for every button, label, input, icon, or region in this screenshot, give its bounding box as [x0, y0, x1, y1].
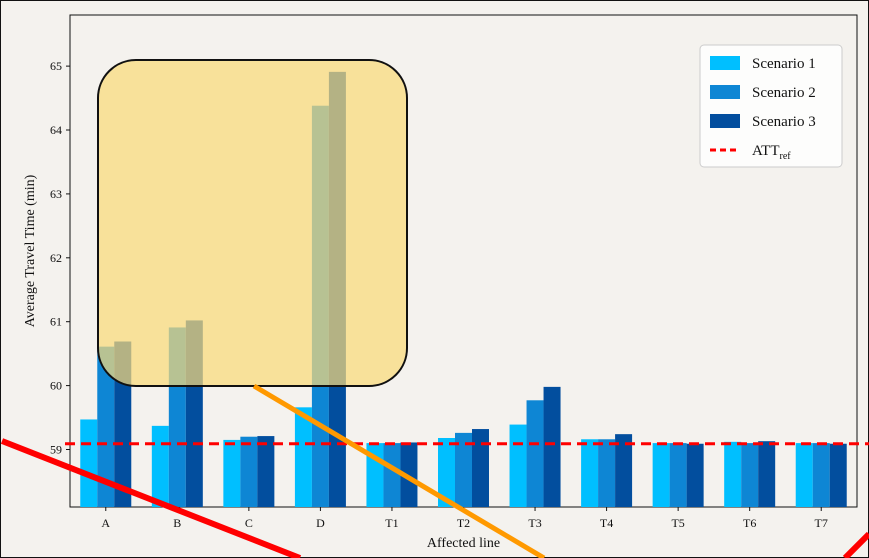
- legend-swatch: [710, 85, 740, 99]
- x-tick-label: T7: [815, 516, 828, 530]
- x-tick-label: T1: [385, 516, 398, 530]
- y-tick-label: 65: [50, 59, 62, 73]
- red-annotation-line-right: [842, 531, 869, 558]
- bar-scenario-3-t3: [543, 386, 561, 507]
- bar-scenario-1-t6: [724, 441, 742, 507]
- bar-scenario-1-d: [294, 407, 312, 507]
- legend: Scenario 1 Scenario 2 Scenario 3 ATTref: [699, 44, 843, 168]
- orange-annotation-line: [252, 383, 546, 558]
- bar-scenario-2-t7: [812, 443, 830, 507]
- bar-scenario-2-t2: [455, 432, 472, 507]
- x-tick-label: T2: [457, 516, 470, 530]
- y-tick-label: 59: [50, 442, 62, 456]
- bar-scenario-2-c: [240, 436, 258, 507]
- highlight-box: [97, 59, 408, 387]
- red-annotation-line-left: [0, 438, 302, 558]
- bar-scenario-2-t1: [383, 443, 401, 507]
- bar-scenario-3-t2: [472, 429, 489, 507]
- bar-scenario-1-b: [151, 425, 169, 507]
- bar-scenario-3-t5: [686, 443, 704, 507]
- bar-scenario-3-c: [257, 436, 275, 507]
- legend-reference-label: ATTref: [752, 143, 791, 162]
- bar-scenario-3-t4: [615, 434, 633, 507]
- x-tick-label: C: [245, 516, 253, 530]
- bar-scenario-2-a: [97, 346, 115, 507]
- legend-label: Scenario 2: [752, 85, 816, 101]
- bar-scenario-2-t6: [741, 443, 759, 507]
- y-tick-label: 62: [50, 251, 62, 265]
- bar-scenario-1-c: [223, 439, 241, 507]
- bar-scenario-2-t4: [598, 439, 616, 507]
- bar-scenario-1-t3: [509, 424, 527, 507]
- x-tick-label: D: [316, 516, 325, 530]
- y-tick-label: 64: [50, 123, 62, 137]
- x-tick-label: T4: [600, 516, 613, 530]
- bar-scenario-3-t7: [829, 443, 847, 507]
- bar-scenario-1-t4: [581, 439, 599, 507]
- bar-scenario-1-t2: [438, 437, 455, 507]
- bar-scenario-3-t1: [400, 442, 418, 507]
- legend-box: [699, 44, 843, 168]
- y-tick-label: 63: [50, 187, 62, 201]
- legend-label: Scenario 3: [752, 114, 816, 130]
- legend-swatch: [710, 114, 740, 128]
- bar-scenario-3-t6: [758, 441, 776, 507]
- legend-swatch: [710, 56, 740, 70]
- bar-scenario-1-a: [80, 419, 98, 507]
- y-axis-label: Average Travel Time (min): [23, 174, 38, 327]
- x-tick-label: A: [101, 516, 110, 530]
- y-tick-label: 60: [50, 379, 62, 393]
- bar-scenario-1-t5: [652, 443, 670, 507]
- legend-label: Scenario 1: [752, 56, 816, 72]
- x-axis-label: Affected line: [427, 536, 500, 551]
- bar-scenario-1-t7: [795, 443, 813, 507]
- x-tick-label: T5: [671, 516, 684, 530]
- x-tick-label: T6: [743, 516, 756, 530]
- bar-scenario-2-t5: [669, 443, 687, 507]
- y-tick-label: 61: [50, 315, 62, 329]
- x-tick-label: B: [173, 516, 181, 530]
- bar-scenario-2-t3: [526, 400, 544, 507]
- x-tick-label: T3: [528, 516, 541, 530]
